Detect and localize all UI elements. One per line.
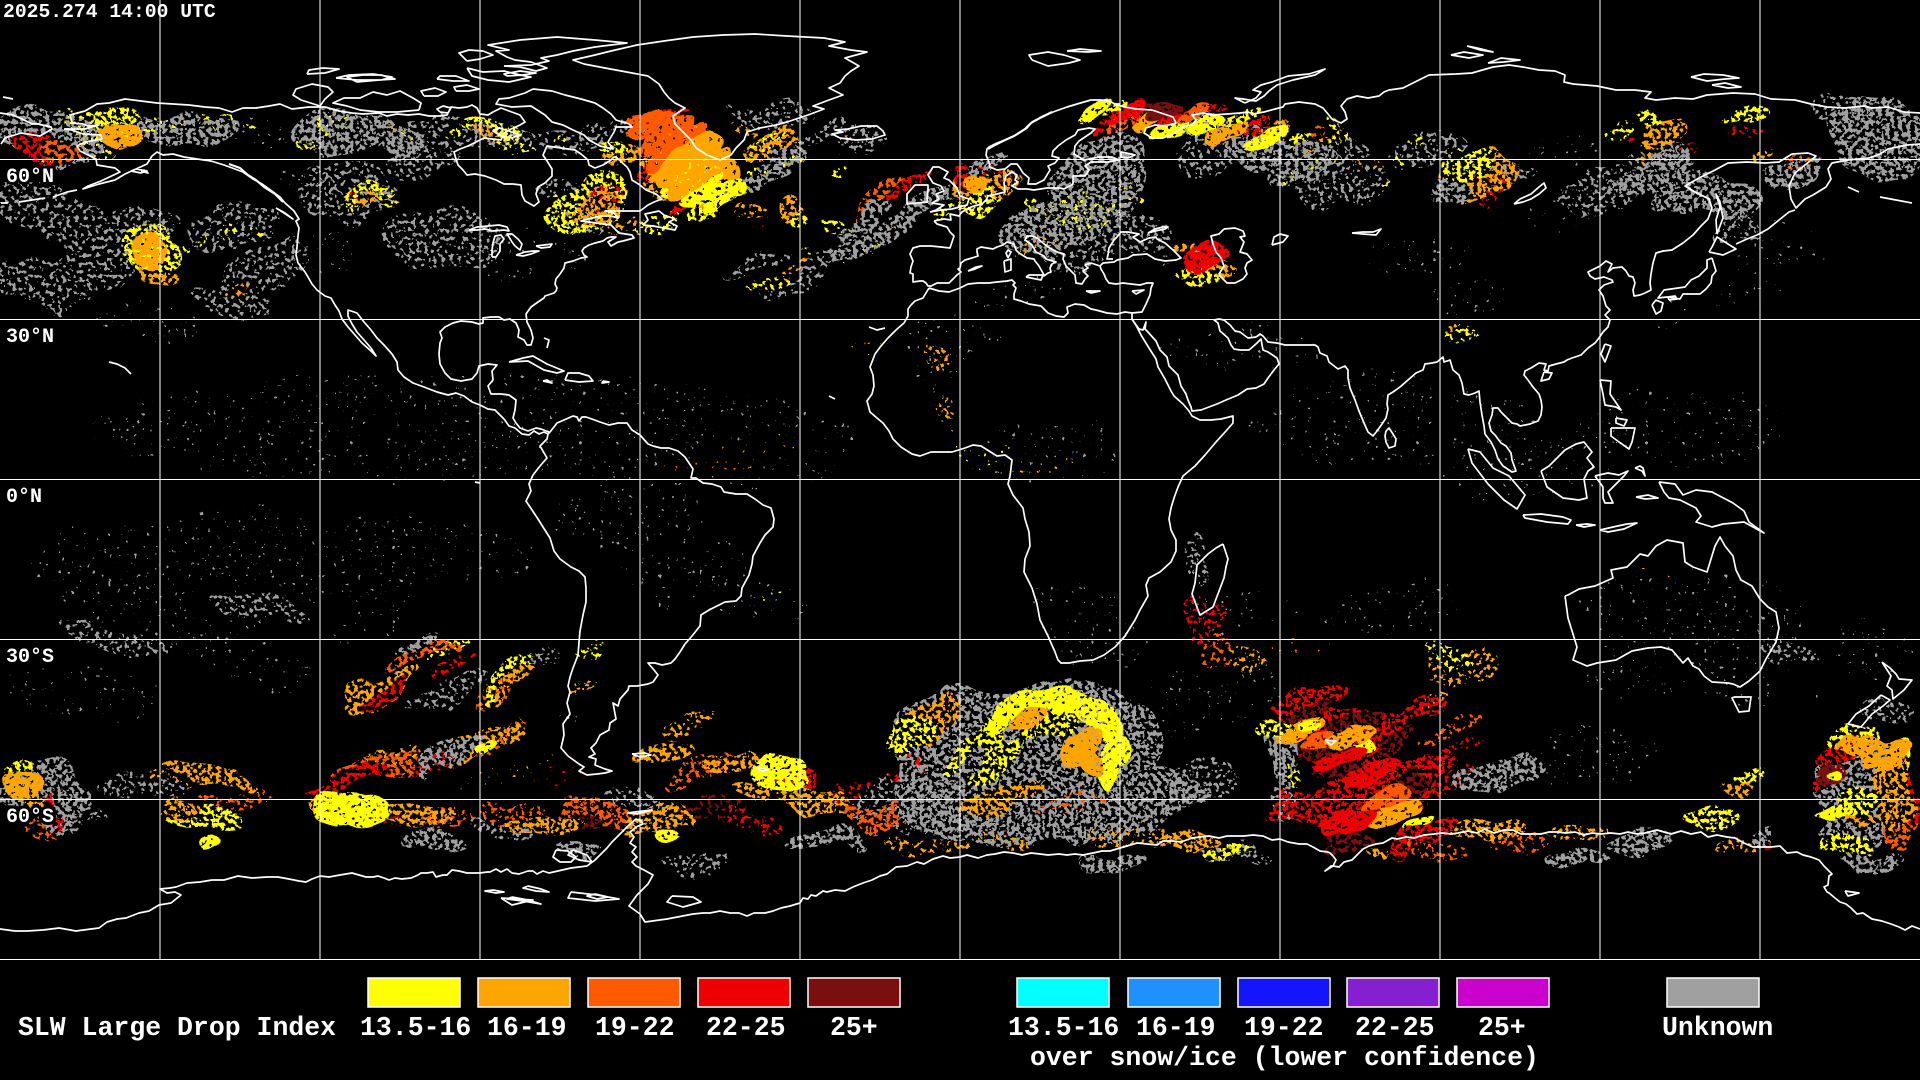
svg-text:16-19: 16-19 <box>1136 1013 1216 1043</box>
svg-text:2025.274 14:00 UTC: 2025.274 14:00 UTC <box>3 1 216 23</box>
svg-text:Unknown: Unknown <box>1662 1013 1773 1043</box>
svg-text:13.5-16: 13.5-16 <box>1008 1013 1119 1043</box>
svg-text:30°N: 30°N <box>6 326 54 349</box>
svg-text:over snow/ice (lower confidenc: over snow/ice (lower confidence) <box>1030 1043 1539 1073</box>
svg-text:60°S: 60°S <box>6 806 54 829</box>
svg-text:30°S: 30°S <box>6 646 54 669</box>
svg-text:22-25: 22-25 <box>706 1013 786 1043</box>
svg-text:0°N: 0°N <box>6 486 42 509</box>
svg-text:22-25: 22-25 <box>1355 1013 1435 1043</box>
svg-text:19-22: 19-22 <box>595 1013 675 1043</box>
svg-text:25+: 25+ <box>830 1013 878 1043</box>
svg-text:19-22: 19-22 <box>1244 1013 1324 1043</box>
svg-text:16-19: 16-19 <box>487 1013 567 1043</box>
svg-text:25+: 25+ <box>1478 1013 1526 1043</box>
svg-text:SLW Large Drop Index: SLW Large Drop Index <box>18 1013 336 1043</box>
svg-text:13.5-16: 13.5-16 <box>360 1013 471 1043</box>
svg-text:60°N: 60°N <box>6 166 54 189</box>
